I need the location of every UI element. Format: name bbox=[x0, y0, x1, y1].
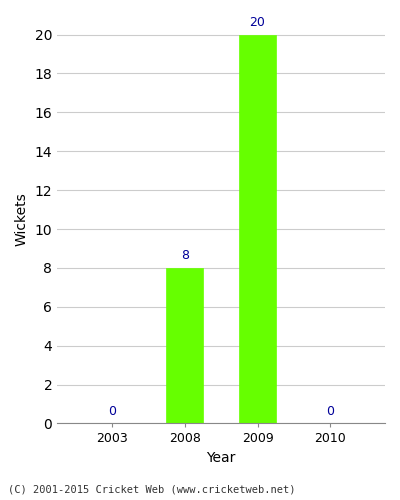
X-axis label: Year: Year bbox=[206, 451, 236, 465]
Bar bbox=[166, 268, 203, 424]
Y-axis label: Wickets: Wickets bbox=[15, 192, 29, 246]
Text: 8: 8 bbox=[181, 249, 189, 262]
Text: 20: 20 bbox=[250, 16, 266, 29]
Bar bbox=[239, 34, 276, 424]
Text: 0: 0 bbox=[326, 404, 334, 417]
Text: (C) 2001-2015 Cricket Web (www.cricketweb.net): (C) 2001-2015 Cricket Web (www.cricketwe… bbox=[8, 485, 296, 495]
Text: 0: 0 bbox=[108, 404, 116, 417]
